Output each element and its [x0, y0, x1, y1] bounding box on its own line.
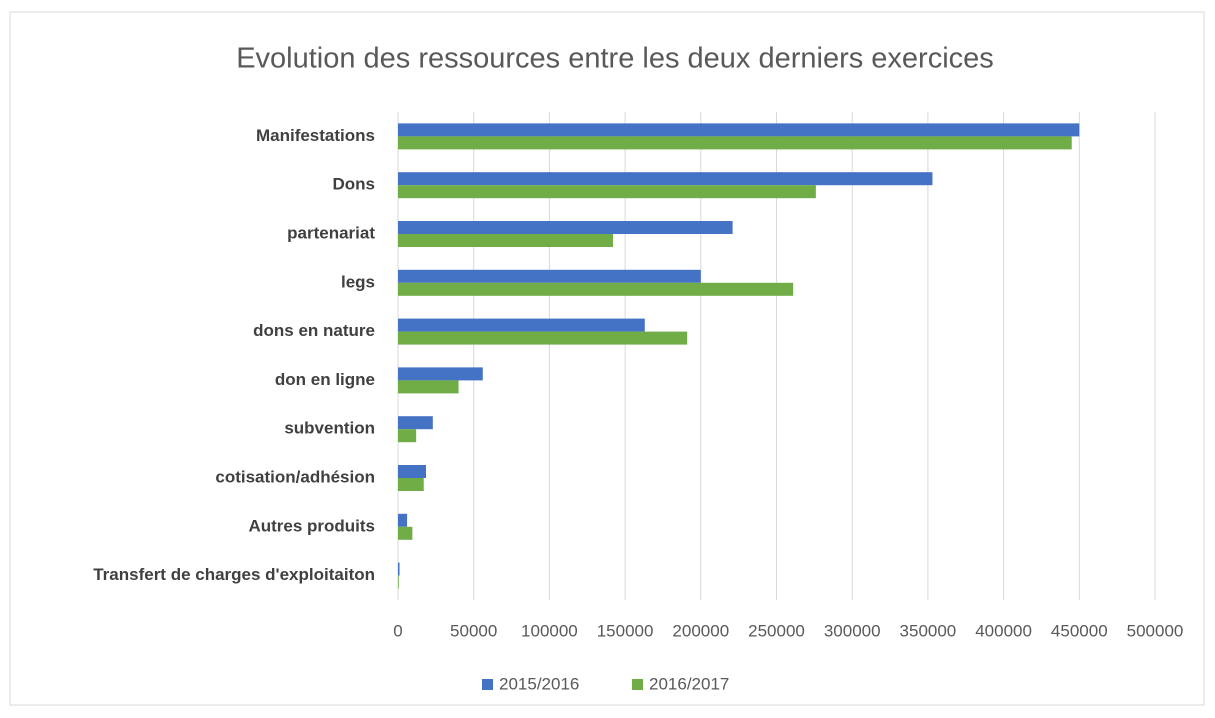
bar	[398, 172, 933, 186]
y-tick-label: Manifestations	[256, 126, 375, 145]
y-tick-label: Autres produits	[248, 516, 375, 535]
x-tick-label: 300000	[824, 621, 881, 640]
bar	[398, 526, 413, 540]
y-tick-label: partenariat	[287, 223, 375, 242]
x-tick-label: 500000	[1127, 621, 1184, 640]
bar	[398, 429, 417, 443]
legend-swatch	[632, 679, 643, 690]
bar	[398, 367, 483, 381]
x-tick-label: 200000	[672, 621, 729, 640]
bar	[398, 513, 408, 527]
y-tick-label: Transfert de charges d'exploitaiton	[93, 565, 375, 584]
y-tick-label: legs	[341, 272, 375, 291]
y-tick-label: Dons	[333, 175, 376, 194]
x-tick-label: 150000	[597, 621, 654, 640]
bar	[398, 380, 459, 394]
bar	[398, 282, 794, 296]
x-tick-label: 100000	[521, 621, 578, 640]
bar	[398, 318, 645, 332]
bar	[398, 123, 1080, 137]
y-tick-label: cotisation/adhésion	[215, 467, 375, 486]
bar	[398, 234, 613, 247]
bar	[398, 416, 433, 430]
bar	[398, 185, 816, 199]
bar	[398, 575, 399, 589]
bar	[398, 465, 427, 478]
y-tick-label: dons en nature	[253, 321, 375, 340]
x-tick-label: 0	[393, 621, 402, 640]
x-tick-label: 400000	[975, 621, 1032, 640]
legend-label: 2016/2017	[649, 674, 729, 693]
x-tick-label: 250000	[748, 621, 805, 640]
x-tick-label: 50000	[450, 621, 497, 640]
chart-title: Evolution des ressources entre les deux …	[236, 43, 994, 75]
bar	[398, 331, 688, 345]
x-tick-label: 450000	[1051, 621, 1108, 640]
bar	[398, 136, 1072, 150]
y-tick-label: don en ligne	[275, 370, 375, 389]
bar	[398, 478, 424, 491]
legend-label: 2015/2016	[499, 674, 579, 693]
bar	[398, 269, 701, 283]
y-tick-label: subvention	[284, 419, 375, 438]
x-tick-label: 350000	[900, 621, 957, 640]
legend-swatch	[482, 679, 493, 690]
chart-frame	[9, 11, 1205, 706]
bar	[398, 221, 733, 234]
bar	[398, 562, 400, 576]
